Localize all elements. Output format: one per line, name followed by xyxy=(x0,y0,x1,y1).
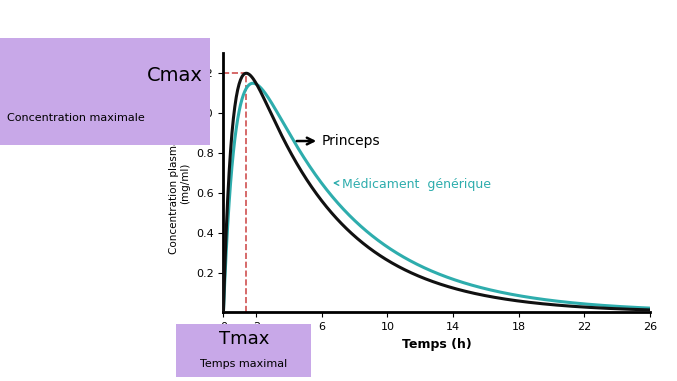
Text: Médicament  générique: Médicament générique xyxy=(334,178,491,191)
Text: Concentration maximale: Concentration maximale xyxy=(7,113,144,123)
Text: Temps maximal: Temps maximal xyxy=(200,359,287,369)
X-axis label: Temps (h): Temps (h) xyxy=(401,338,472,351)
Text: Tmax: Tmax xyxy=(219,330,269,348)
Text: Cmax: Cmax xyxy=(147,66,203,85)
Y-axis label: Concentration plasmatique
(mg/ml): Concentration plasmatique (mg/ml) xyxy=(169,112,190,254)
Text: Princeps: Princeps xyxy=(297,134,380,148)
